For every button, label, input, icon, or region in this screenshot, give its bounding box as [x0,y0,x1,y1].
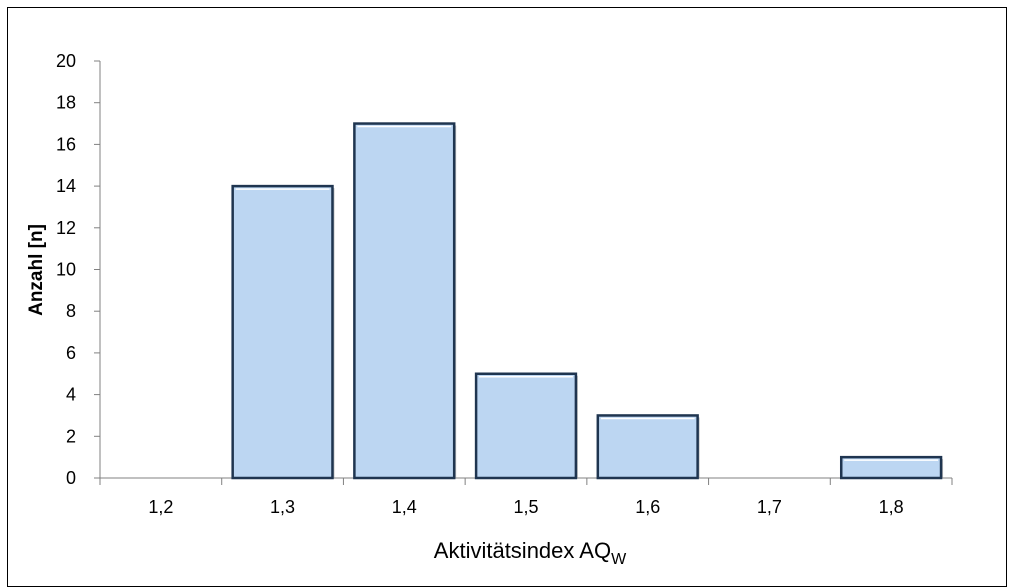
x-tick-labels: 1,2 1,3 1,4 1,5 1,6 1,7 1,8 [148,497,903,517]
bar [476,374,578,478]
y-axis-label: Anzahl [n] [26,224,47,316]
y-tick-label: 2 [66,426,76,446]
x-tick-label: 1,7 [757,497,782,517]
x-tick-label: 1,2 [148,497,173,517]
bar-body [476,374,576,478]
y-tick-label: 0 [66,468,76,488]
bar [354,124,456,478]
bar-body [598,415,698,478]
y-tick-label: 4 [66,385,76,405]
y-tick-label: 12 [56,218,76,238]
bar [233,186,335,478]
x-tick-label: 1,6 [635,497,660,517]
y-tick-label: 14 [56,176,76,196]
x-tick-label: 1,8 [879,497,904,517]
bar [598,415,700,478]
y-tick-label: 10 [56,260,76,280]
bar-body [233,186,333,478]
bar [841,457,943,478]
y-tick-label: 6 [66,343,76,363]
y-tick-label: 8 [66,301,76,321]
y-tick-labels: 0 2 4 6 8 10 12 14 16 18 20 [56,51,76,488]
x-axis-label: Aktivitätsindex AQW [434,538,627,568]
x-axis-label-subscript: W [611,551,627,568]
y-tick-label: 20 [56,51,76,71]
x-tick-label: 1,3 [270,497,295,517]
x-tick-label: 1,4 [392,497,417,517]
chart-bars [233,124,943,478]
x-tick-label: 1,5 [513,497,538,517]
y-tick-label: 16 [56,134,76,154]
bar-body [354,124,454,478]
x-axis-label-main: Aktivitätsindex AQ [434,538,611,563]
y-tick-label: 18 [56,93,76,113]
